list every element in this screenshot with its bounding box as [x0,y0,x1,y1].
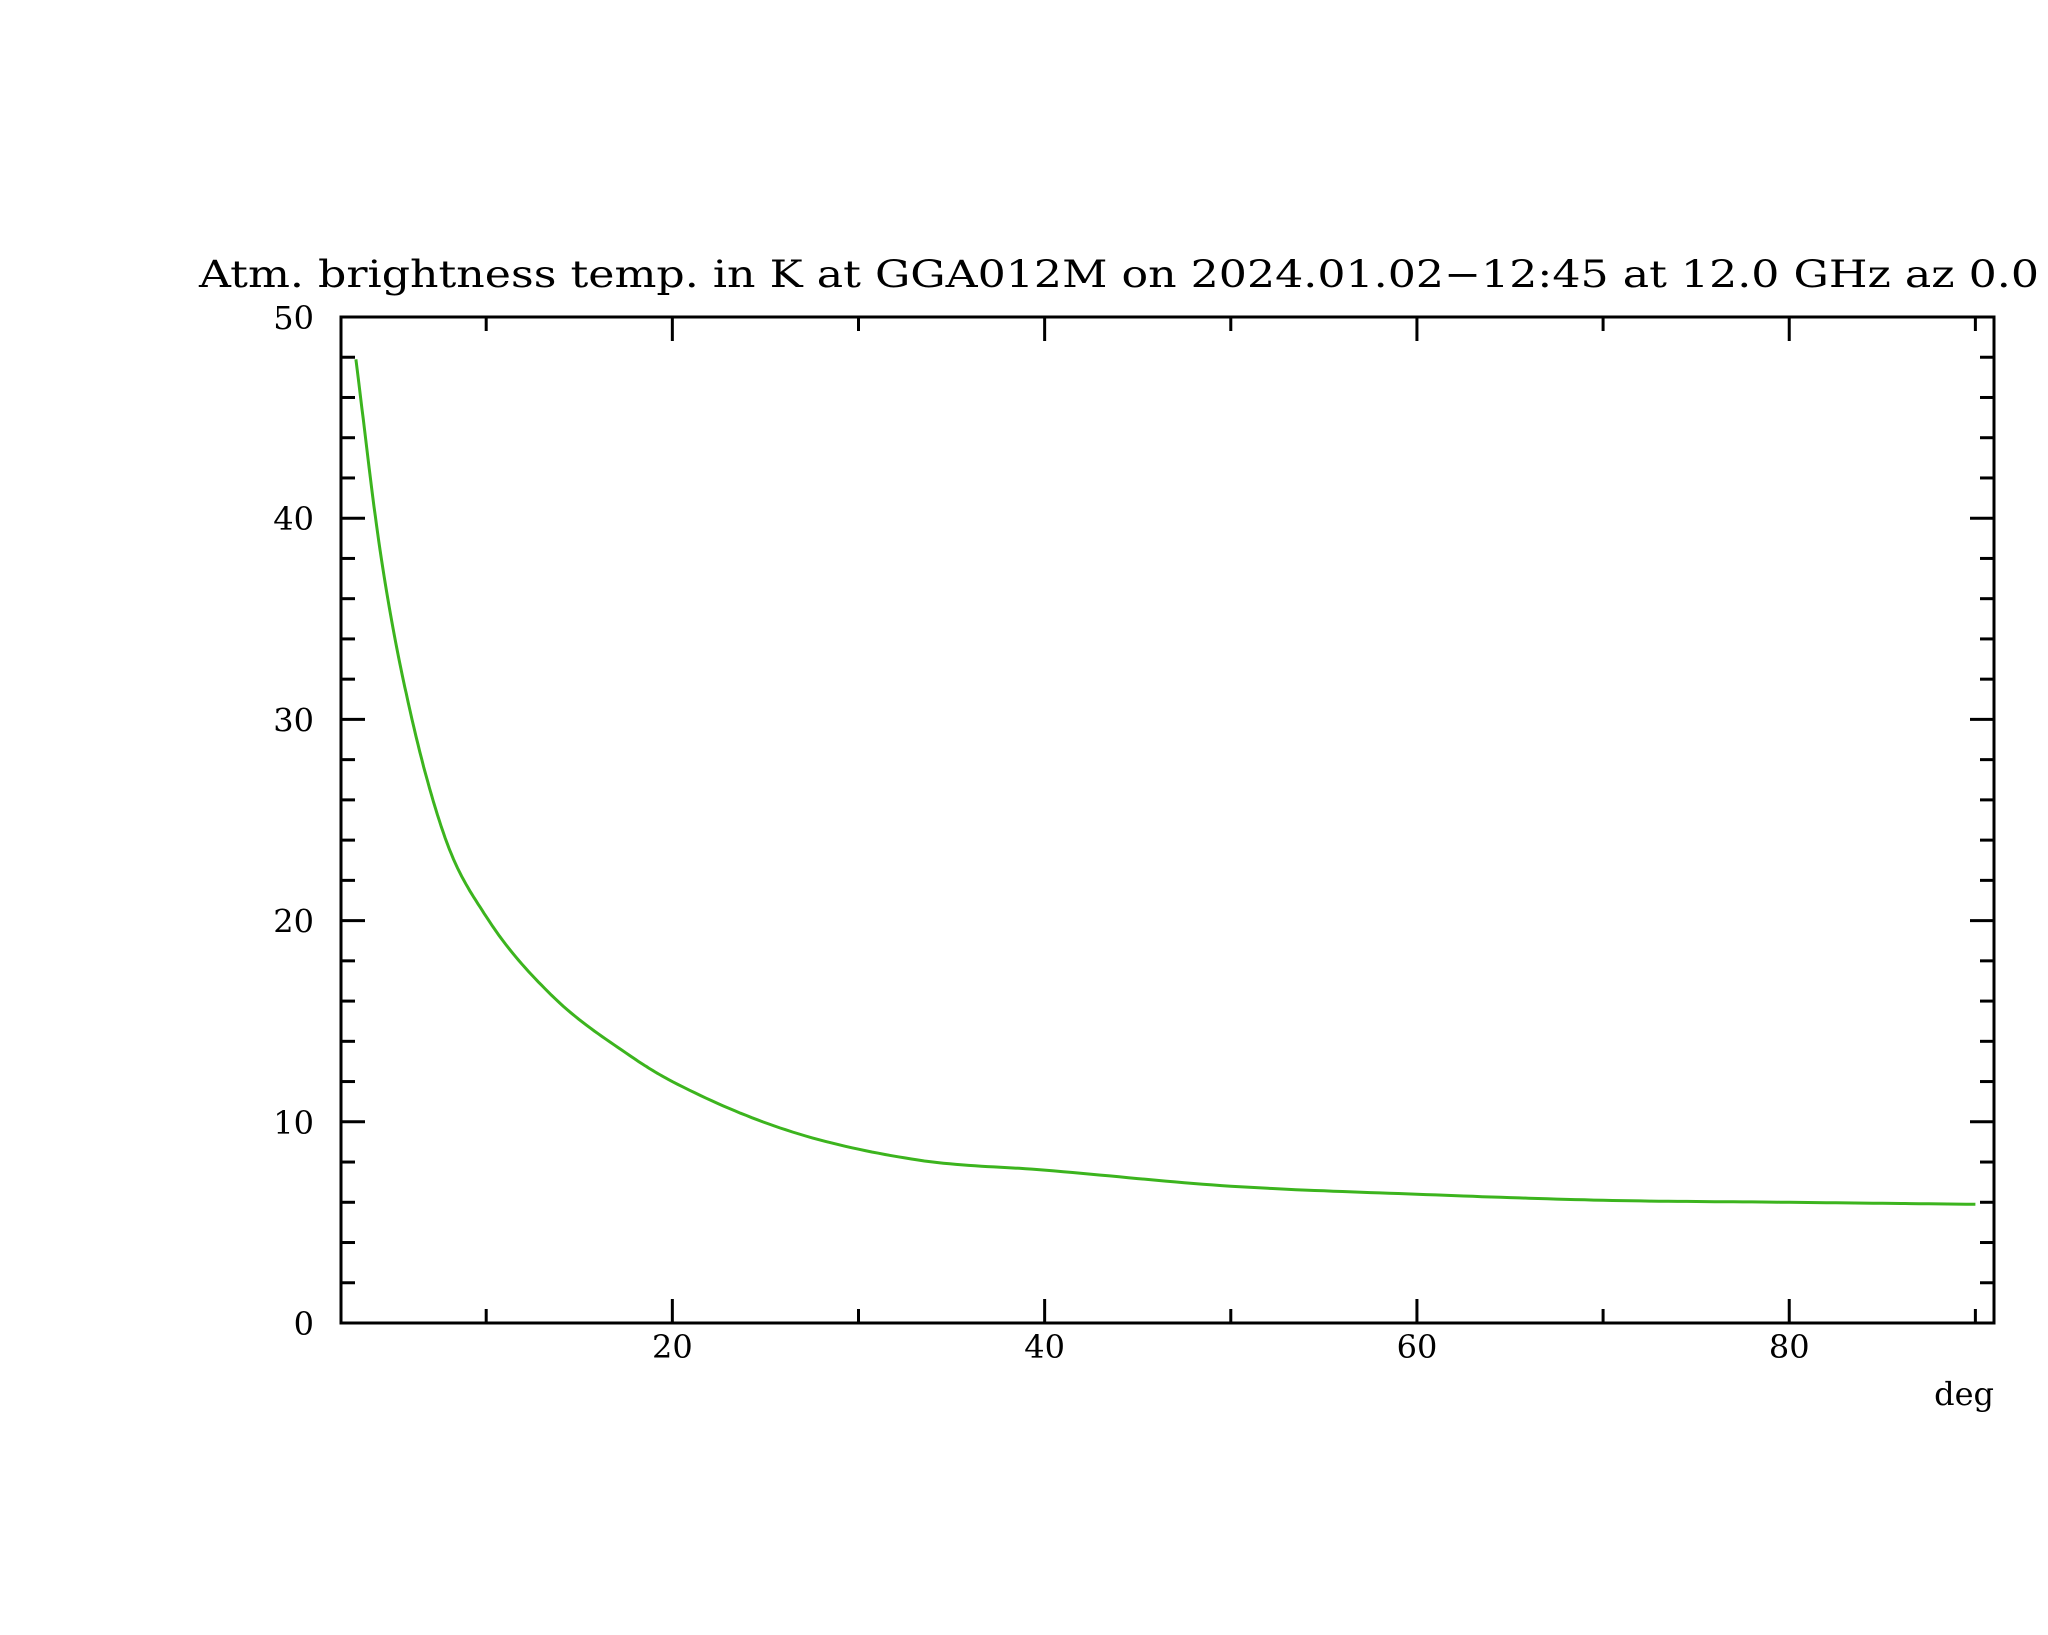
y-tick-label: 10 [273,1104,314,1142]
y-tick-label: 50 [273,299,314,337]
x-tick-label: 60 [1397,1328,1438,1366]
y-tick-label: 0 [294,1305,314,1343]
x-tick-label: 20 [652,1328,693,1366]
series-line [354,359,1976,1206]
x-tick-label: 80 [1769,1328,1810,1366]
tick-labels: 20 40 60 80 0 10 20 30 40 50 [273,299,1809,1366]
chart-title: Atm. brightness temp. in K at GGA012M on… [198,253,2039,296]
x-tick-label: 40 [1024,1328,1065,1366]
y-tick-label: 20 [273,903,314,941]
axis-ticks [341,315,1994,1325]
y-tick-label: 30 [273,701,314,739]
y-tick-label: 40 [273,500,314,538]
x-axis-label: deg [1934,1375,1994,1413]
plot-frame [339,315,1996,1325]
